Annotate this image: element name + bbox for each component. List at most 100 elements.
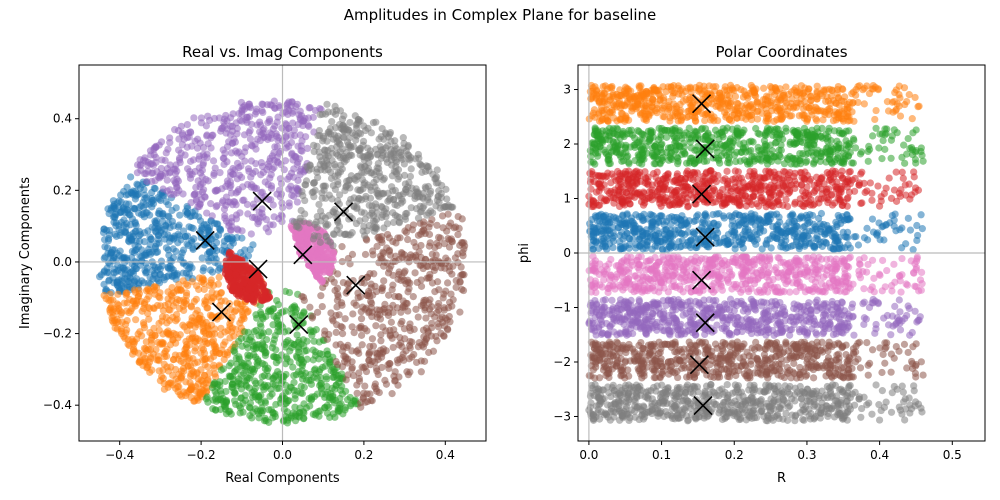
data-point [348,364,356,372]
data-point [294,142,302,150]
data-point [716,104,725,113]
data-point [233,300,241,308]
data-point [682,129,690,137]
data-point [129,337,137,346]
data-point [625,160,633,168]
cluster-points [133,97,325,238]
data-point [247,120,256,128]
data-point [906,144,914,153]
data-point [142,259,150,268]
data-point [154,263,163,271]
data-point [864,157,872,165]
data-point [420,357,429,365]
data-point [227,306,235,314]
data-point [852,91,860,99]
data-point [129,267,137,275]
data-point [838,107,846,115]
data-point [108,317,117,325]
data-point [204,177,212,185]
data-point [398,195,406,203]
data-point [434,323,443,331]
data-point [290,173,298,181]
data-point [264,160,272,168]
data-point [372,322,380,330]
data-point [179,364,188,372]
data-point [269,125,277,133]
data-point [408,226,417,234]
data-point [375,259,383,267]
data-point [438,181,446,190]
data-point [211,325,219,333]
data-point [211,373,220,381]
data-point [144,345,153,353]
plot-area [96,97,469,427]
data-point [366,153,374,161]
data-point [257,171,265,179]
data-point [802,158,810,166]
data-point [421,229,429,238]
data-point [818,124,826,132]
data-point [438,212,447,220]
data-point [239,399,247,407]
data-point [226,334,234,342]
data-point [186,174,195,182]
data-point [166,139,174,147]
data-point [747,137,755,145]
data-point [250,387,258,395]
data-point [433,337,441,345]
data-point [404,371,412,379]
data-point [395,270,403,279]
data-point [147,194,155,203]
data-point [341,387,350,395]
data-point [228,383,236,391]
data-point [134,181,142,189]
data-point [840,130,848,138]
data-point [631,156,639,165]
data-point [154,225,162,233]
data-point [198,224,207,233]
data-point [782,124,790,132]
data-point [359,227,367,235]
data-point [341,315,349,323]
data-point [171,126,179,134]
data-point [264,135,272,144]
data-point [323,409,332,417]
data-point [252,159,260,168]
data-point [338,301,346,309]
data-point [235,171,243,179]
data-point [212,203,220,211]
data-point [298,147,306,155]
data-point [248,414,256,422]
data-point [285,202,293,210]
data-point [246,246,254,254]
data-point [354,346,362,354]
data-point [197,349,205,357]
data-point [418,208,426,216]
data-point [103,269,111,277]
data-point [143,364,151,372]
data-point [610,102,619,110]
data-point [352,219,361,228]
data-point [717,95,725,104]
data-point [334,171,342,179]
data-point [810,158,818,166]
data-point [309,346,317,354]
data-point [269,221,277,229]
data-point [180,298,188,306]
data-point [594,149,602,157]
data-point [127,189,136,197]
data-point [137,211,146,219]
data-point [388,285,396,294]
data-point [148,223,156,231]
data-point [331,413,339,421]
data-point [410,238,418,247]
data-point [659,112,667,121]
data-point [423,163,432,171]
band-points [585,81,923,125]
data-point [246,336,254,344]
data-point [247,181,256,189]
data-point [312,409,320,417]
data-point [251,167,260,175]
data-point [290,192,298,200]
data-point [240,314,248,323]
